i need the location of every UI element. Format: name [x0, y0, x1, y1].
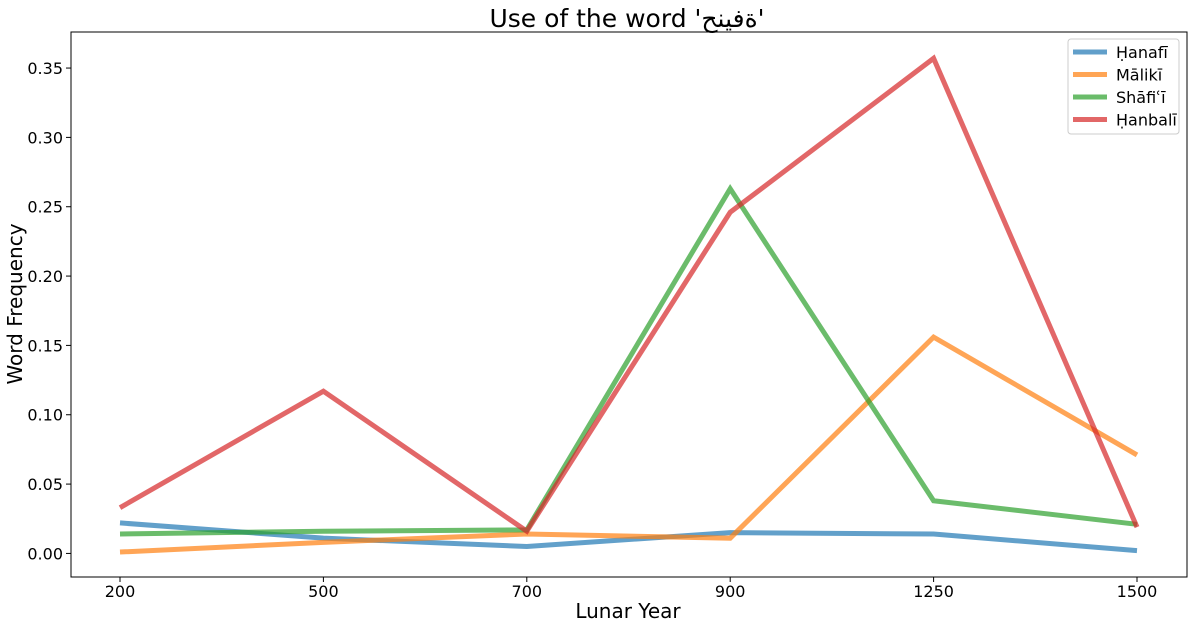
x-tick-label: 200 — [105, 582, 136, 601]
y-tick-label: 0.20 — [27, 267, 63, 286]
series-line-0 — [119, 520, 1138, 554]
chart-title: Use of the word 'ةفينح' — [489, 4, 764, 34]
y-axis: 0.00 0.05 0.10 0.15 0.20 0.25 0.30 0.35 — [27, 59, 71, 563]
y-axis-label: Word Frequency — [3, 223, 27, 384]
y-tick-label: 0.25 — [27, 198, 63, 217]
series-lines — [118, 54, 1140, 555]
x-tick-label: 1500 — [1117, 582, 1158, 601]
legend-label: Shāfiʿī — [1116, 88, 1166, 107]
legend-label: Ḥanbalī — [1116, 111, 1177, 130]
series-line-3 — [118, 54, 1140, 535]
legend-label: Mālikī — [1116, 66, 1163, 85]
x-tick-label: 500 — [308, 582, 339, 601]
y-tick-label: 0.35 — [27, 59, 63, 78]
y-tick-label: 0.00 — [27, 544, 63, 563]
y-tick-label: 0.30 — [27, 128, 63, 147]
legend: Ḥanafī Mālikī Shāfiʿī Ḥanbalī — [1067, 38, 1180, 135]
y-tick-label: 0.10 — [27, 406, 63, 425]
plot-frame — [70, 31, 1188, 578]
x-tick-label: 900 — [715, 582, 746, 601]
legend-box — [1067, 38, 1180, 135]
series-line-1 — [119, 333, 1139, 555]
x-tick-label: 1250 — [913, 582, 954, 601]
series-line-2 — [119, 183, 1138, 537]
y-tick-label: 0.05 — [27, 475, 63, 494]
x-tick-label: 700 — [512, 582, 543, 601]
legend-label: Ḥanafī — [1116, 43, 1168, 62]
x-axis: 200 500 700 900 1250 1500 — [105, 577, 1158, 601]
x-axis-label: Lunar Year — [575, 599, 681, 623]
y-tick-label: 0.15 — [27, 336, 63, 355]
